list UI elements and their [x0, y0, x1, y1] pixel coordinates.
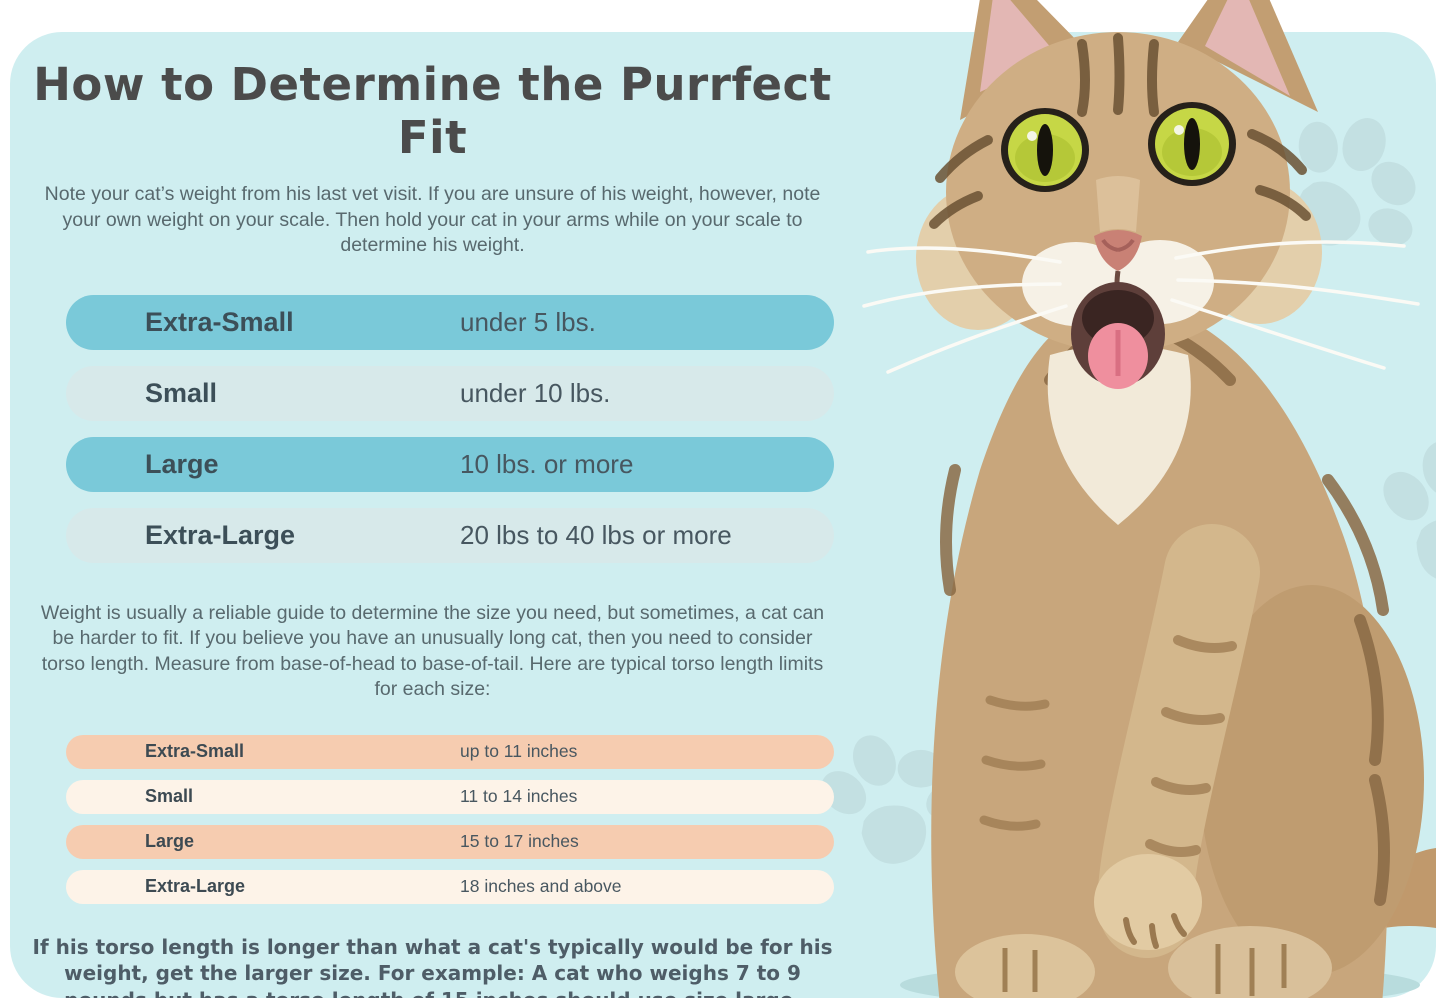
table-row: Extra-Small under 5 lbs.	[66, 294, 834, 350]
size-value: under 5 lbs.	[460, 306, 596, 337]
table-row: Large 15 to 17 inches	[66, 824, 834, 859]
size-label: Extra-Small	[145, 306, 294, 337]
cat-head	[862, 32, 1420, 389]
cat-whiskers	[862, 240, 1420, 374]
size-label: Extra-Large	[145, 519, 296, 550]
size-label: Extra-Large	[145, 876, 246, 896]
size-label: Extra-Small	[145, 741, 245, 761]
table-row: Small under 10 lbs.	[66, 365, 834, 421]
table-row: Extra-Large 18 inches and above	[66, 869, 834, 904]
size-value: 10 lbs. or more	[460, 448, 634, 479]
cat-raised-paw	[1094, 524, 1260, 958]
table-row: Small 11 to 14 inches	[66, 779, 834, 814]
cat-nose	[1094, 230, 1142, 271]
size-value: up to 11 inches	[460, 741, 578, 761]
size-label: Small	[145, 786, 194, 806]
table-row: Large 10 lbs. or more	[66, 436, 834, 492]
size-value: 11 to 14 inches	[460, 786, 578, 806]
text-column: How to Determine the Purrfect Fit Note y…	[10, 32, 855, 998]
torso-paragraph: Weight is usually a reliable guide to de…	[40, 601, 825, 701]
footer-note: If his torso length is longer than what …	[32, 934, 833, 999]
table-row: Extra-Large 20 lbs to 40 lbs or more	[66, 507, 834, 563]
cat-mouth	[1071, 270, 1165, 389]
paw-print-icon	[1347, 415, 1436, 620]
size-value: 20 lbs to 40 lbs or more	[460, 519, 732, 550]
cat-hind-paw	[1168, 926, 1332, 998]
cat-eye-right	[1148, 102, 1236, 186]
size-label: Large	[145, 448, 219, 479]
cat-front-leg	[955, 620, 1095, 998]
table-row: Extra-Small up to 11 inches	[66, 734, 834, 769]
page-title: How to Determine the Purrfect Fit	[33, 58, 832, 164]
size-value: under 10 lbs.	[460, 377, 611, 408]
size-label: Small	[145, 377, 218, 408]
torso-size-table: Extra-Small up to 11 inches Small 11 to …	[66, 734, 834, 904]
intro-paragraph: Note your cat’s weight from his last vet…	[44, 183, 821, 256]
size-label: Large	[145, 831, 195, 851]
cat-chest	[1047, 345, 1191, 525]
cat-eye-left	[1001, 108, 1089, 192]
cat-photo	[860, 0, 1436, 998]
size-value: 18 inches and above	[460, 876, 622, 896]
weight-size-table: Extra-Small under 5 lbs. Small under 10 …	[66, 294, 834, 563]
size-value: 15 to 17 inches	[460, 831, 579, 851]
